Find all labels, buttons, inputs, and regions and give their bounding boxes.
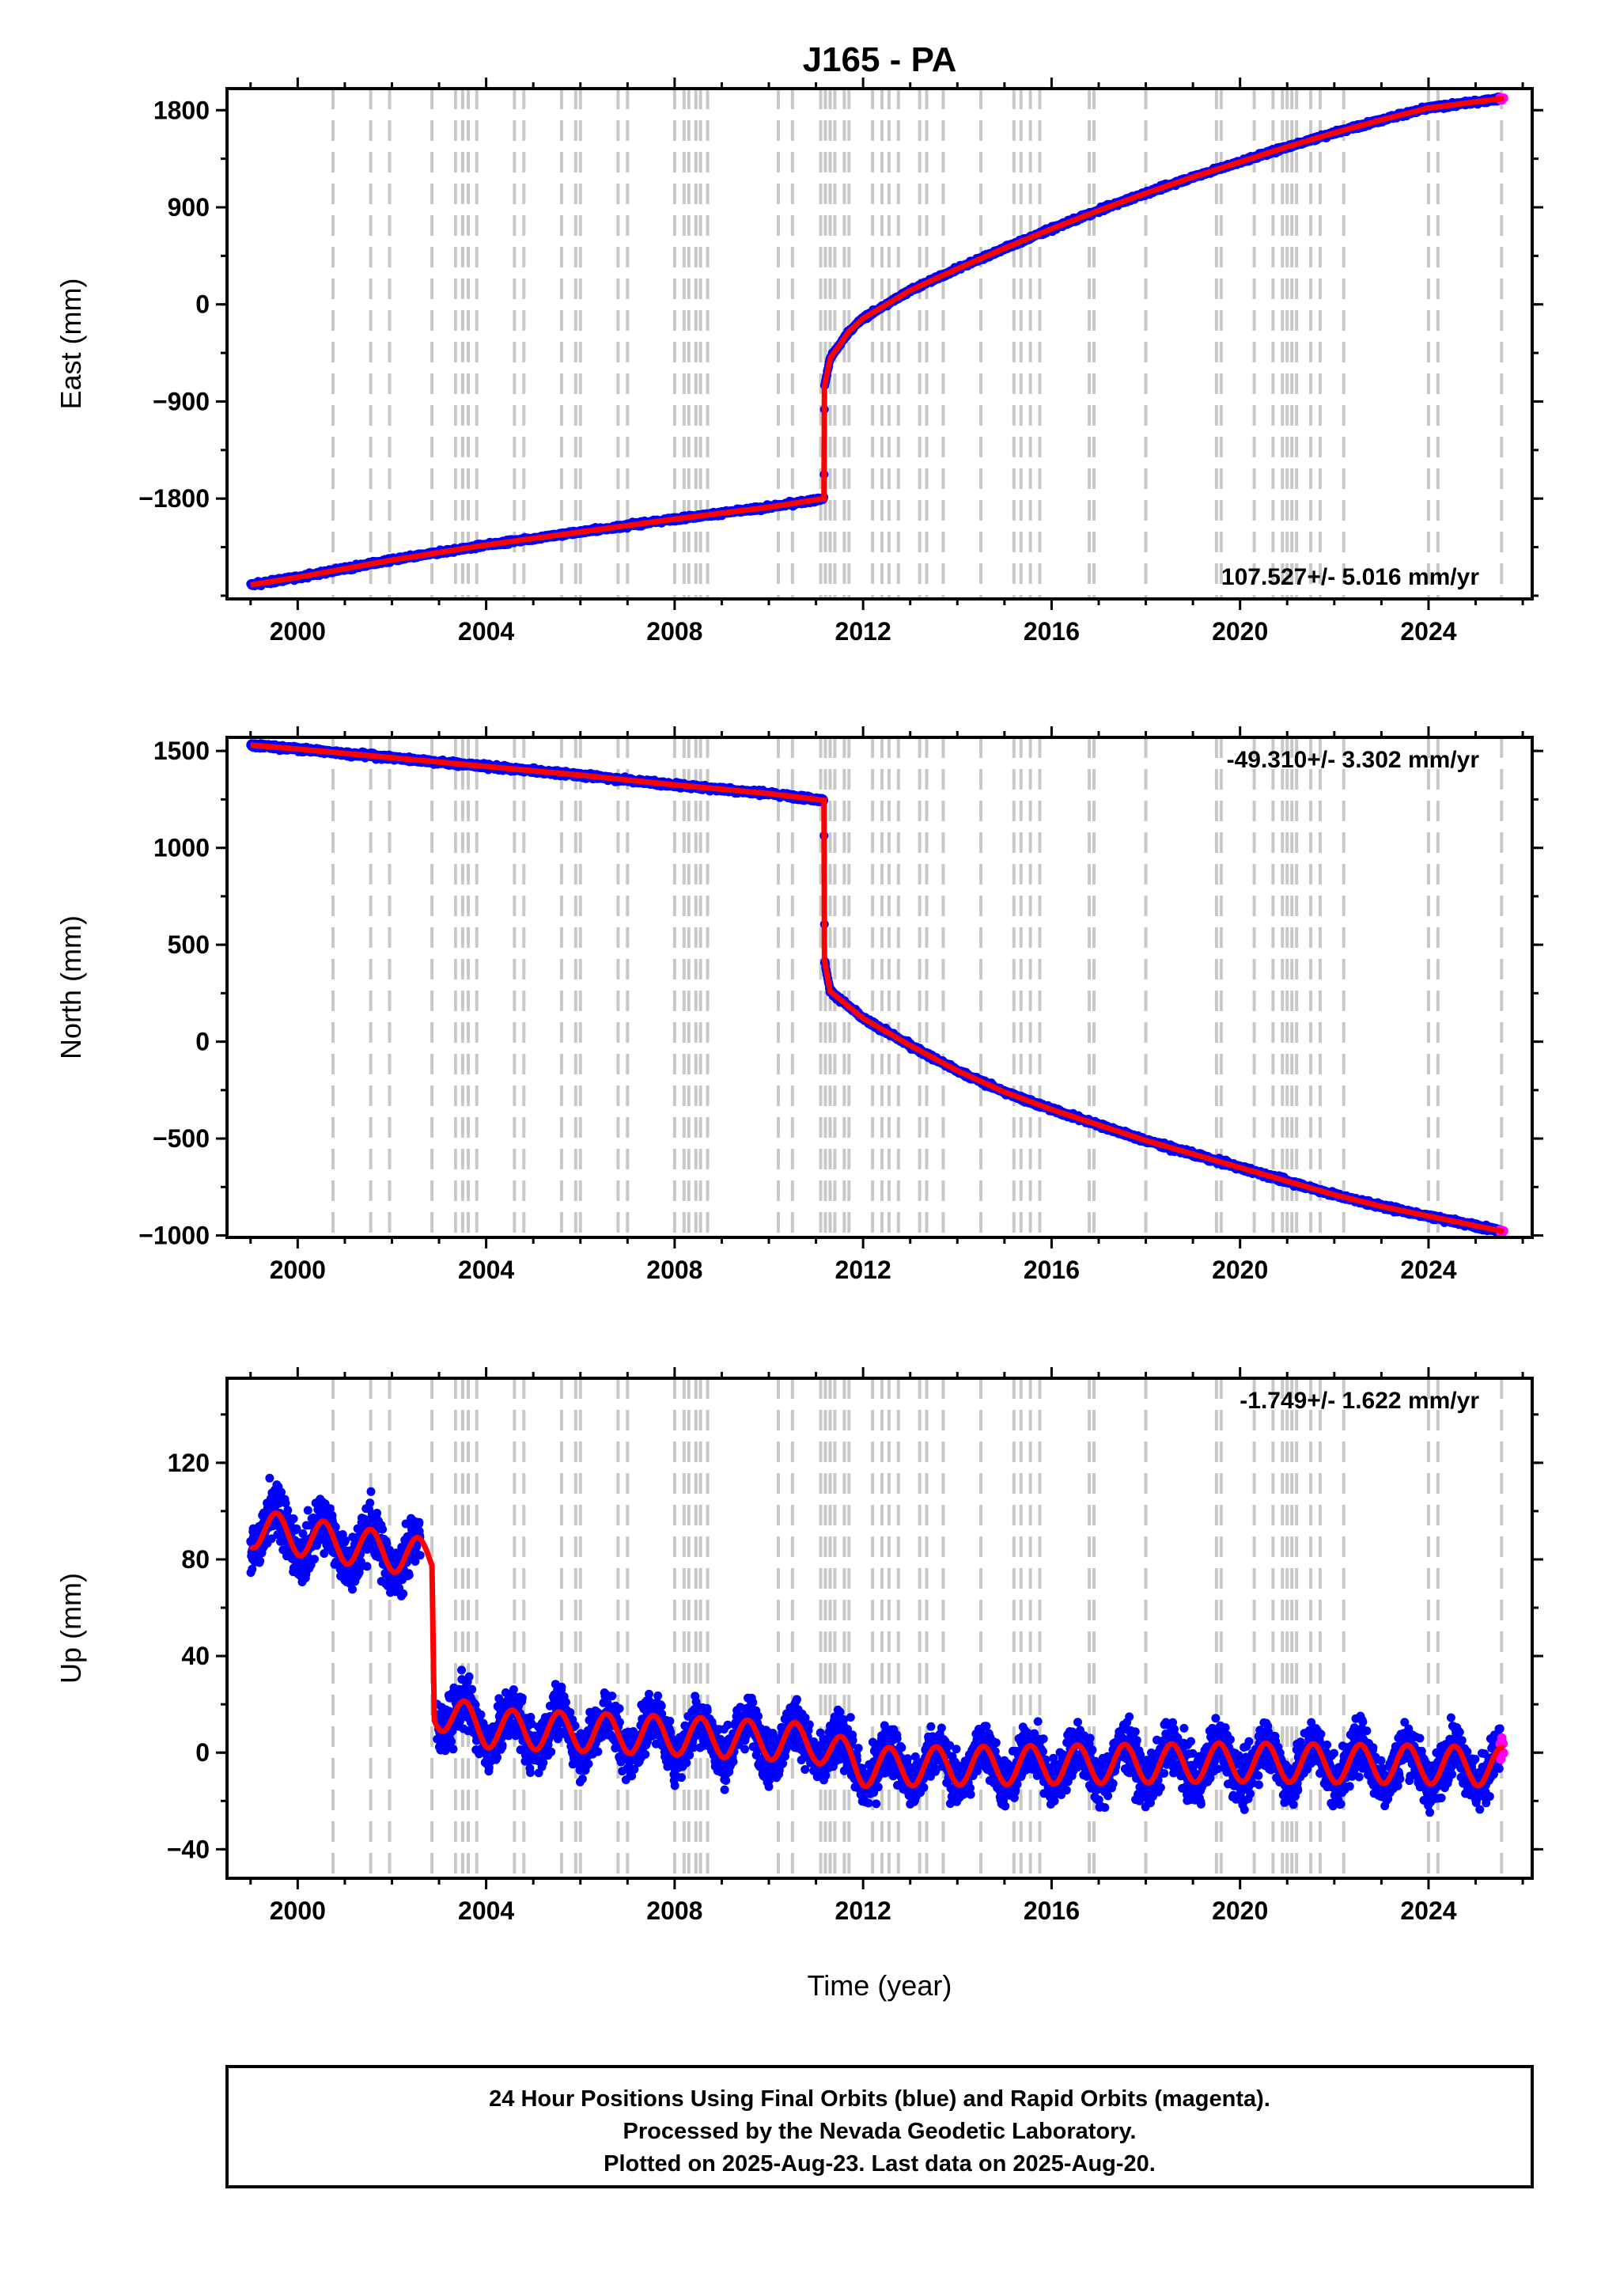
x-tick-label: 2020: [1212, 617, 1268, 646]
chart-title: J165 - PA: [803, 40, 957, 79]
y-tick-label: 1800: [153, 96, 210, 124]
x-tick-label: 2024: [1400, 617, 1456, 646]
y-tick-label: 900: [168, 193, 210, 222]
east-panel: 2000 2004 2008 2012 2016 2020 2024 1800 900 0 −900…: [55, 78, 1543, 646]
north-plot-area: [246, 737, 1508, 1237]
east-frame: [225, 87, 1534, 601]
east-rate-label: 107.527+/- 5.016 mm/yr: [1221, 564, 1479, 590]
east-plot-area: [246, 89, 1508, 599]
north-panel: 2000 2004 2008 2012 2016 2020 2024150010005000…: [55, 726, 1543, 1284]
x-tick-label: 2000: [270, 617, 326, 646]
x-tick-label: 2004: [458, 617, 514, 646]
x-tick-label: 2012: [835, 617, 891, 646]
north-final-orbit-points: [246, 739, 1504, 1237]
east-y-axis-label: East (mm): [55, 278, 87, 410]
y-tick-label: −900: [153, 387, 210, 415]
east-final-orbit-points: [246, 92, 1504, 591]
x-tick-label: 2008: [646, 617, 702, 646]
y-tick-label: 0: [195, 290, 210, 319]
x-tick-label: 2016: [1024, 617, 1080, 646]
east-model-line: [250, 95, 1504, 588]
y-tick-label: −1800: [138, 484, 210, 513]
